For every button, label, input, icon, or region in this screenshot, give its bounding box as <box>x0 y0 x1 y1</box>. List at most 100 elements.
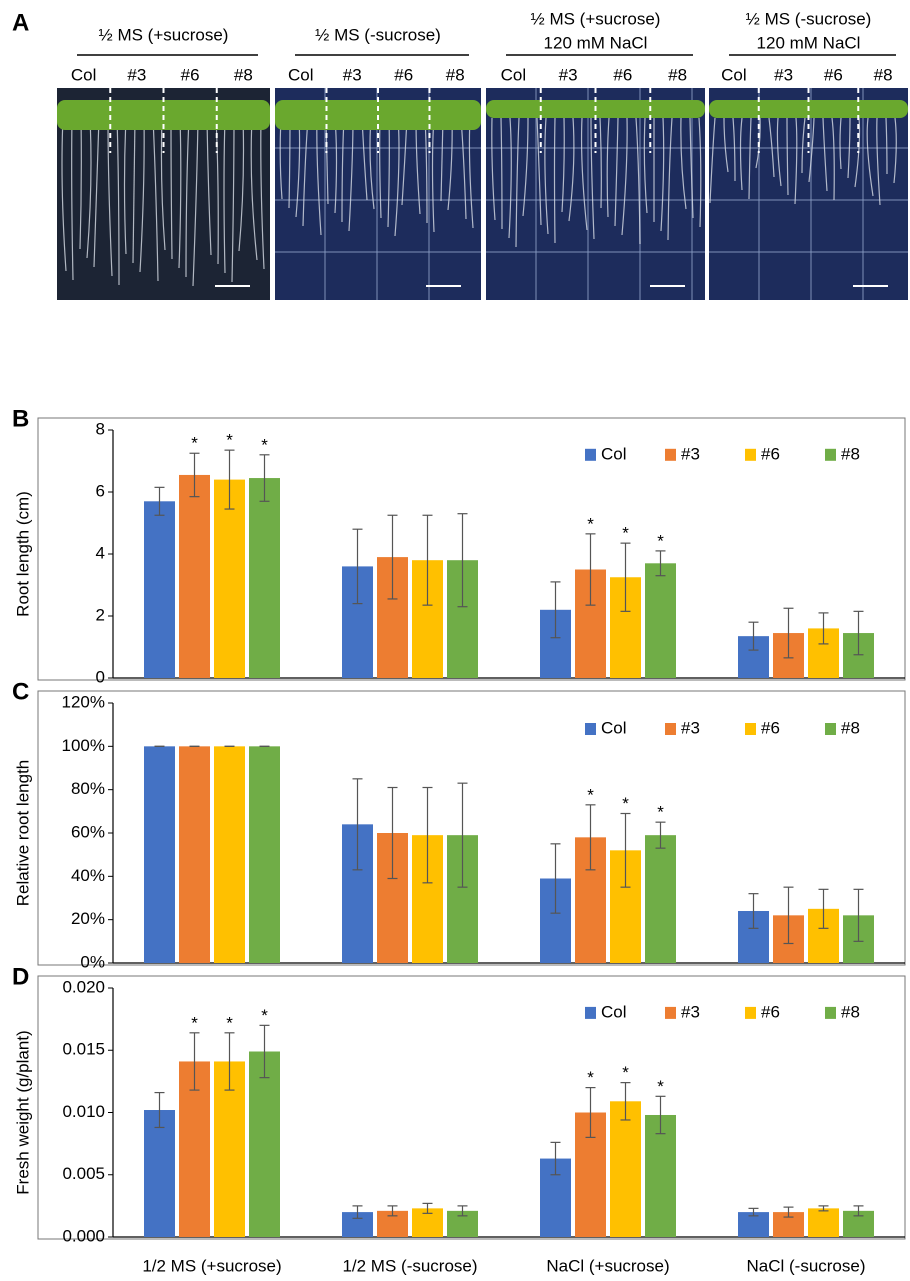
lane-label: #8 <box>668 65 687 84</box>
lane-label: Col <box>288 65 314 84</box>
legend-swatch <box>745 449 756 461</box>
legend-label: #6 <box>761 444 780 463</box>
y-tick-label: 20% <box>71 909 105 928</box>
legend-label: Col <box>601 1002 627 1021</box>
condition-title: 120 mM NaCl <box>544 33 648 52</box>
root <box>555 118 556 243</box>
panel-label: A <box>12 9 29 36</box>
bar <box>144 746 175 963</box>
legend-swatch <box>585 723 596 735</box>
condition-title: ½ MS (-sucrose) <box>315 25 441 44</box>
lane-label: #6 <box>181 65 200 84</box>
significance: * <box>191 434 198 453</box>
legend-label: Col <box>601 718 627 737</box>
legend-swatch <box>665 449 676 461</box>
legend-swatch <box>585 1007 596 1019</box>
y-tick-label: 60% <box>71 822 105 841</box>
significance: * <box>226 431 233 450</box>
significance: * <box>657 803 664 822</box>
lane-label: #3 <box>127 65 146 84</box>
lane-label: Col <box>71 65 97 84</box>
lane-label: #6 <box>394 65 413 84</box>
lane-label: #6 <box>824 65 843 84</box>
bar <box>179 746 210 963</box>
significance: * <box>657 1077 664 1096</box>
legend-swatch <box>665 723 676 735</box>
significance: * <box>261 1006 268 1025</box>
y-axis-label: Root length (cm) <box>13 491 32 617</box>
significance: * <box>587 785 594 804</box>
y-axis-label: Relative root length <box>13 760 32 906</box>
y-tick-label: 0% <box>80 952 105 971</box>
legend-label: #8 <box>841 444 860 463</box>
legend-swatch <box>665 1007 676 1019</box>
y-tick-label: 0.000 <box>62 1226 105 1245</box>
lane-label: #8 <box>446 65 465 84</box>
lane-label: #3 <box>343 65 362 84</box>
significance: * <box>622 524 629 543</box>
legend-label: #8 <box>841 1002 860 1021</box>
y-tick-label: 4 <box>96 543 105 562</box>
y-tick-label: 0.015 <box>62 1040 105 1059</box>
x-tick-label: 1/2 MS (-sucrose) <box>342 1256 477 1275</box>
bar <box>179 475 210 678</box>
bar <box>249 1051 280 1237</box>
bar <box>249 746 280 963</box>
legend-label: #8 <box>841 718 860 737</box>
y-tick-label: 0.005 <box>62 1164 105 1183</box>
significance: * <box>191 1013 198 1032</box>
panel-label: C <box>12 678 29 705</box>
lane-label: #6 <box>613 65 632 84</box>
panel-label: B <box>12 405 29 432</box>
y-tick-label: 0.010 <box>62 1102 105 1121</box>
y-tick-label: 8 <box>96 419 105 438</box>
significance: * <box>587 514 594 533</box>
legend-label: #3 <box>681 718 700 737</box>
legend-label: #6 <box>761 1002 780 1021</box>
lane-label: #8 <box>234 65 253 84</box>
bar <box>249 478 280 678</box>
legend-swatch <box>825 449 836 461</box>
y-tick-label: 120% <box>62 692 105 711</box>
condition-title: 120 mM NaCl <box>757 33 861 52</box>
significance: * <box>261 435 268 454</box>
legend-swatch <box>585 449 596 461</box>
bar <box>645 563 676 678</box>
lane-label: #3 <box>559 65 578 84</box>
significance: * <box>587 1068 594 1087</box>
bar <box>214 746 245 963</box>
y-tick-label: 80% <box>71 779 105 798</box>
x-tick-label: NaCl (-sucrose) <box>746 1256 865 1275</box>
x-tick-label: NaCl (+sucrose) <box>546 1256 669 1275</box>
y-tick-label: 0.020 <box>62 977 105 996</box>
condition-title: ½ MS (-sucrose) <box>746 9 872 28</box>
y-tick-label: 0 <box>96 667 105 686</box>
legend-swatch <box>825 723 836 735</box>
bar <box>645 835 676 963</box>
y-tick-label: 6 <box>96 481 105 500</box>
significance: * <box>622 794 629 813</box>
bar <box>610 1101 641 1237</box>
legend-label: #3 <box>681 444 700 463</box>
condition-title: ½ MS (+sucrose) <box>99 25 229 44</box>
y-tick-label: 40% <box>71 866 105 885</box>
significance: * <box>657 531 664 550</box>
legend-swatch <box>745 723 756 735</box>
legend-swatch <box>745 1007 756 1019</box>
legend-label: #6 <box>761 718 780 737</box>
lane-label: Col <box>501 65 527 84</box>
lane-label: #3 <box>774 65 793 84</box>
figure: A ½ MS (+sucrose) Col #3 #6 #8 ½ MS (-sucrose… <box>0 0 910 1281</box>
bar <box>144 1110 175 1237</box>
condition-title: ½ MS (+sucrose) <box>531 9 661 28</box>
bar <box>808 1208 839 1237</box>
significance: * <box>622 1063 629 1082</box>
legend-swatch <box>825 1007 836 1019</box>
legend-label: Col <box>601 444 627 463</box>
x-tick-label: 1/2 MS (+sucrose) <box>142 1256 281 1275</box>
lane-label: #8 <box>874 65 893 84</box>
lane-label: Col <box>721 65 747 84</box>
panel-label: D <box>12 963 29 990</box>
bar <box>144 501 175 678</box>
significance: * <box>226 1013 233 1032</box>
